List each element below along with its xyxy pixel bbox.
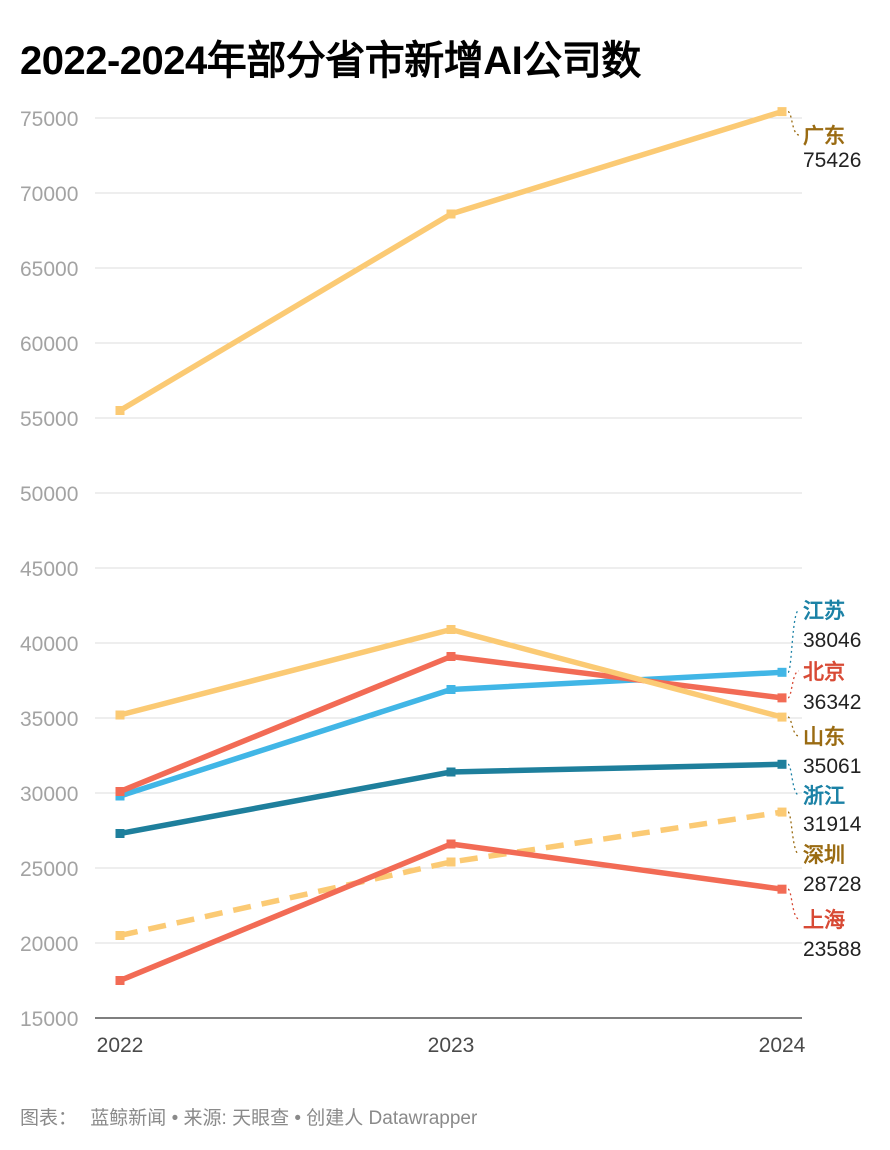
end-label-name: 北京 — [803, 660, 845, 684]
data-point — [777, 693, 787, 703]
label-leader-line — [787, 811, 800, 855]
label-leader-line — [787, 763, 800, 796]
data-point — [446, 839, 456, 849]
data-point — [446, 209, 456, 219]
y-tick-label: 60000 — [20, 333, 78, 356]
end-label-value: 28728 — [803, 873, 861, 896]
data-point — [777, 884, 787, 894]
data-point — [115, 931, 125, 940]
data-point — [777, 759, 787, 769]
x-axis-ticks: 2022 2023 2024 — [97, 1034, 806, 1057]
end-label-name: 山东 — [803, 725, 845, 749]
data-point — [446, 652, 456, 661]
footer-prefix: 图表： — [20, 1108, 78, 1129]
x-tick-label: 2024 — [759, 1034, 806, 1057]
series-line — [119, 809, 783, 939]
x-tick-label: 2023 — [428, 1034, 475, 1057]
y-tick-label: 25000 — [20, 858, 78, 881]
end-label-name: 江苏 — [803, 600, 845, 623]
end-label-value: 38046 — [803, 629, 861, 652]
end-label-value: 75426 — [803, 149, 861, 172]
footer-source: 蓝鲸新闻 • 来源: 天眼查 • 创建人 Datawrapper — [90, 1108, 478, 1129]
y-tick-label: 45000 — [20, 558, 78, 581]
data-point — [777, 807, 787, 817]
data-point — [115, 787, 125, 796]
y-tick-label: 15000 — [20, 1008, 78, 1031]
label-leader-line — [787, 888, 800, 920]
y-tick-label: 30000 — [20, 783, 78, 806]
data-point — [777, 107, 787, 117]
label-leader-line — [787, 716, 800, 737]
series-line — [118, 108, 783, 413]
end-label-name: 浙江 — [803, 785, 845, 808]
data-point — [446, 857, 456, 867]
data-point — [115, 829, 125, 838]
data-point — [777, 667, 787, 677]
end-label-name: 广东 — [803, 124, 845, 148]
end-label-value: 23588 — [803, 938, 861, 961]
y-tick-label: 65000 — [20, 258, 78, 281]
data-point — [115, 406, 125, 415]
label-leader-line — [787, 609, 800, 673]
y-axis-ticks: 15000 20000 25000 30000 35000 40000 45000 50000… — [20, 108, 78, 1031]
y-tick-label: 20000 — [20, 933, 78, 956]
y-tick-label: 55000 — [20, 408, 78, 431]
label-leader-line — [787, 110, 800, 136]
series-lines — [115, 107, 787, 985]
end-label-value: 31914 — [803, 813, 862, 836]
data-point — [115, 710, 125, 720]
end-label-name: 深圳 — [803, 844, 845, 867]
y-tick-label: 40000 — [20, 633, 78, 656]
end-label-value: 36342 — [803, 691, 861, 714]
end-label-name: 上海 — [803, 908, 845, 932]
y-tick-label: 35000 — [20, 708, 78, 731]
data-point — [446, 625, 456, 634]
data-point — [777, 712, 787, 722]
x-tick-label: 2022 — [97, 1034, 144, 1057]
chart-title: 2022-2024年部分省市新增AI公司数 — [20, 39, 641, 83]
chart-footer: 图表： 蓝鲸新闻 • 来源: 天眼查 • 创建人 Datawrapper — [20, 1103, 477, 1130]
y-tick-label: 70000 — [20, 183, 78, 206]
grid-lines — [95, 117, 802, 1019]
data-point — [115, 976, 125, 985]
label-leader-line — [787, 670, 800, 699]
y-tick-label: 50000 — [20, 483, 78, 506]
data-point — [446, 685, 456, 694]
data-point — [446, 767, 456, 777]
y-tick-label: 75000 — [20, 108, 78, 131]
end-label-value: 35061 — [803, 755, 861, 778]
